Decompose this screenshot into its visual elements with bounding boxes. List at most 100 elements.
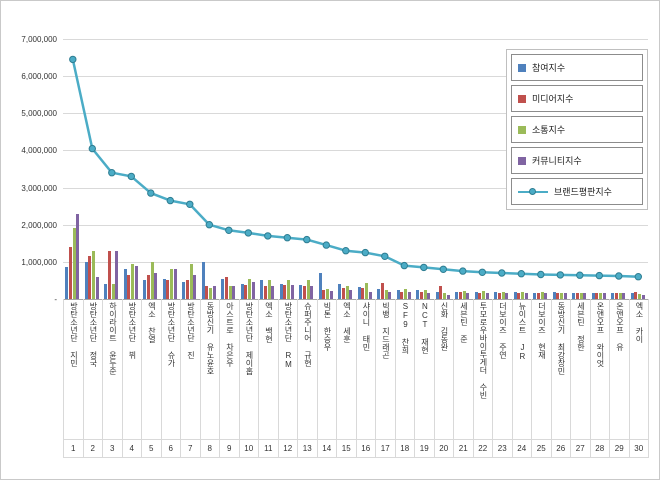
bar-미디어지수: [458, 292, 462, 299]
x-axis-label: 방탄소년단 진: [181, 299, 201, 439]
rank-label: 19: [415, 440, 435, 457]
bar-소통지수: [482, 290, 486, 299]
bar-소통지수: [209, 287, 213, 299]
line-marker: [225, 226, 233, 235]
legend-label: 미디어지수: [532, 94, 574, 104]
bar-참여지수: [260, 280, 263, 299]
line-marker: [615, 272, 623, 280]
x-axis-label: 신화 김동완: [435, 299, 454, 439]
x-axis-label: 슈퍼주니어 규현: [298, 299, 318, 439]
rank-label: 7: [181, 440, 201, 457]
bar-소통지수: [131, 263, 135, 299]
rank-label: 16: [357, 440, 376, 457]
bar-미디어지수: [536, 293, 540, 299]
bar-미디어지수: [283, 284, 287, 299]
bar-미디어지수: [166, 280, 170, 299]
bar-미디어지수: [478, 293, 482, 299]
rank-label: 5: [142, 440, 162, 457]
line-marker: [69, 55, 77, 64]
bar-미디어지수: [302, 286, 306, 299]
rank-label: 28: [591, 440, 610, 457]
x-axis-label: 방탄소년단 RM: [279, 299, 298, 439]
bar-미디어지수: [595, 293, 599, 299]
y-axis-tick-label: 2,000,000: [21, 220, 57, 230]
bar-참여지수: [143, 280, 146, 299]
bar-참여지수: [396, 290, 400, 299]
rank-label: 3: [103, 440, 123, 457]
bar-커뮤니티지수: [544, 293, 548, 299]
bar-미디어지수: [185, 280, 189, 299]
rank-label: 26: [552, 440, 571, 457]
bar-미디어지수: [400, 291, 404, 299]
line-marker: [576, 271, 584, 279]
rank-label: 1: [64, 440, 84, 457]
gridline: [63, 150, 648, 151]
line-marker: [127, 172, 136, 181]
bar-커뮤니티지수: [154, 273, 158, 299]
y-axis-tick-label: 4,000,000: [21, 146, 57, 156]
rank-label: 27: [571, 440, 591, 457]
legend-label: 브랜드평판지수: [554, 187, 612, 197]
legend-color-swatch: [518, 94, 526, 103]
x-axis-label: 엑소 카이: [630, 299, 649, 439]
bar-참여지수: [513, 292, 517, 299]
x-axis-label: 방탄소년단 지민: [64, 299, 84, 439]
bar-참여지수: [591, 293, 595, 299]
bar-커뮤니티지수: [76, 213, 80, 299]
bar-소통지수: [560, 293, 564, 299]
legend-line-sample: [518, 187, 548, 196]
line-marker: [88, 144, 96, 153]
gridline: [63, 225, 648, 226]
x-axis-label: 더보이즈 현재: [532, 299, 552, 439]
brand-index-line: [69, 55, 642, 281]
line-marker: [517, 270, 525, 278]
bar-참여지수: [572, 292, 575, 299]
bar-커뮤니티지수: [622, 293, 626, 299]
bar-미디어지수: [634, 291, 638, 299]
line-marker: [342, 247, 350, 255]
bar-참여지수: [552, 291, 556, 299]
line-marker: [478, 268, 486, 277]
y-axis-tick-label: 1,000,000: [21, 257, 57, 267]
x-axis-label: 방탄소년단 슈가: [162, 299, 181, 439]
bar-미디어지수: [88, 256, 92, 299]
x-axis-label: 빅톤 한승우: [318, 299, 337, 439]
bar-미디어지수: [517, 293, 521, 299]
bar-미디어지수: [322, 289, 326, 299]
line-marker: [634, 273, 642, 281]
bar-커뮤니티지수: [505, 293, 509, 299]
line-marker: [595, 271, 603, 280]
bar-소통지수: [287, 280, 291, 299]
line-marker: [498, 269, 506, 277]
bar-커뮤니티지수: [212, 286, 216, 299]
bar-참여지수: [182, 282, 185, 299]
bar-참여지수: [435, 292, 439, 299]
bar-미디어지수: [497, 293, 501, 299]
y-axis-tick-label: 5,000,000: [21, 109, 57, 119]
x-axis-label: SF9 찬희: [396, 299, 415, 439]
bar-미디어지수: [107, 250, 111, 299]
line-marker: [537, 270, 545, 279]
legend: 참여지수 미디어지수 소통지수 커뮤니티지수 브랜드평판지수: [506, 49, 648, 210]
bar-커뮤니티지수: [427, 293, 431, 299]
rank-label: 21: [454, 440, 474, 457]
rank-label: 18: [396, 440, 415, 457]
bar-소통지수: [170, 269, 174, 299]
bar-미디어지수: [614, 293, 618, 299]
bar-참여지수: [104, 284, 107, 299]
bar-참여지수: [84, 261, 88, 299]
bar-참여지수: [65, 267, 68, 299]
y-axis-tick-label: 7,000,000: [21, 35, 57, 44]
bar-커뮤니티지수: [602, 293, 606, 299]
bar-참여지수: [630, 293, 634, 299]
bar-소통지수: [306, 279, 310, 299]
x-axis-label: 샤이니 태민: [357, 299, 376, 439]
bar-커뮤니티지수: [641, 294, 645, 299]
gridline: [63, 299, 648, 300]
legend-item-series: 미디어지수: [511, 85, 643, 112]
bar-커뮤니티지수: [134, 265, 138, 299]
bar-커뮤니티지수: [329, 290, 333, 299]
rank-label: 11: [259, 440, 279, 457]
rank-label: 9: [220, 440, 240, 457]
line-marker: [400, 261, 408, 270]
